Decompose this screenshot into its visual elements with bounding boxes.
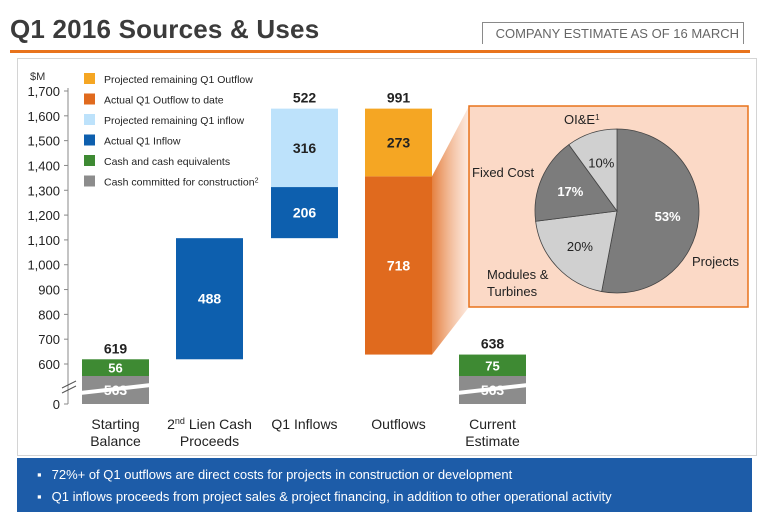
bar-break-band [80, 383, 151, 395]
legend-label: Projected remaining Q1 Outflow [104, 74, 253, 86]
pie-value-label: 20% [567, 239, 593, 254]
pie-value-label: 10% [588, 156, 614, 171]
axis-break-mark [61, 385, 77, 394]
footer-bullet: 72%+ of Q1 outflows are direct costs for… [37, 464, 752, 486]
title-underline [10, 50, 750, 53]
pie-label-fixed-cost: Fixed Cost [472, 165, 535, 180]
legend-swatch-actual_inflow [84, 134, 95, 146]
pie-slice-modules-turbines [535, 210, 618, 293]
pie-label-oie: OI&E1 [564, 112, 600, 127]
y-axis-unit: $M [30, 71, 45, 83]
bar-actual_outflow [365, 176, 432, 355]
estimate-note: COMPANY ESTIMATE AS OF 16 MARCH [482, 22, 744, 44]
legend-label: Projected remaining Q1 inflow [104, 115, 244, 127]
y-tick-label: 1,000 [27, 258, 60, 273]
legend-swatch-projected_inflow [84, 114, 95, 125]
legend-label: Actual Q1 Outflow to date [104, 95, 224, 107]
bar-value-label: 488 [198, 291, 222, 307]
bar-cash [459, 354, 526, 376]
legend-label: Actual Q1 Inflow [104, 136, 181, 148]
legend-swatch-cash [84, 155, 95, 166]
bar-actual_inflow [176, 238, 243, 360]
bar-value-label: 718 [387, 257, 411, 273]
legend-label: Cash and cash equivalents [104, 156, 230, 168]
y-tick-label: 1,500 [27, 134, 60, 149]
y-tick-label: 1,700 [27, 84, 60, 99]
legend-swatch-committed [84, 175, 95, 187]
category-label: Q1 Inflows [271, 416, 337, 432]
footer-bullet: Q1 inflows proceeds from project sales &… [37, 486, 752, 508]
category-label: Proceeds [180, 433, 239, 449]
bar-total-label: 522 [293, 90, 317, 106]
category-label: Outflows [371, 416, 425, 432]
bar-total-label: 638 [481, 336, 505, 352]
category-label: Current [469, 416, 516, 432]
y-tick-label: 600 [38, 357, 60, 372]
legend-label: Cash committed for construction2 [104, 177, 259, 189]
y-tick-label: 1,600 [27, 109, 60, 124]
pie-value-label: 17% [557, 184, 583, 199]
bar-value-label: 206 [293, 205, 317, 221]
pie-label-modules: Modules & [487, 267, 549, 282]
legend-swatch-projected_outflow [84, 73, 95, 84]
axis-break-mark [61, 380, 77, 389]
bar-projected_inflow [271, 108, 338, 188]
bar-cash [82, 359, 149, 376]
footer-notes: 72%+ of Q1 outflows are direct costs for… [17, 458, 752, 512]
pie-slice-oi-e [568, 128, 618, 213]
category-label: Balance [90, 433, 141, 449]
bar-actual_inflow [271, 187, 338, 239]
y-tick-label: 1,300 [27, 183, 60, 198]
bar-projected_outflow [365, 108, 432, 177]
outflow-breakdown-connector [432, 106, 469, 355]
bar-break-band [457, 383, 528, 395]
category-label: Starting [91, 416, 139, 432]
bar-value-label: 56 [108, 361, 122, 376]
page-title: Q1 2016 Sources & Uses [10, 14, 320, 44]
legend-swatch-actual_outflow [84, 93, 95, 105]
y-tick-label: 800 [38, 307, 60, 322]
bar-total-label: 619 [104, 340, 128, 356]
chart-frame [17, 58, 757, 456]
pie-slice-fixed-cost [534, 144, 618, 222]
y-tick-label: 900 [38, 283, 60, 298]
category-label: Estimate [465, 433, 520, 449]
bar-value-label: 75 [485, 358, 499, 373]
bar-value-label: 316 [293, 140, 317, 156]
bar-value-label: 273 [387, 134, 411, 150]
pie-label-projects: Projects [692, 254, 739, 269]
bar-total-label: 991 [387, 90, 411, 106]
y-tick-label: 0 [53, 397, 60, 412]
category-label: 2nd Lien Cash [167, 416, 252, 432]
y-tick-label: 1,200 [27, 208, 60, 223]
y-tick-label: 700 [38, 332, 60, 347]
y-tick-label: 1,100 [27, 233, 60, 248]
pie-value-label: 53% [655, 209, 681, 224]
pie-slice-projects [601, 128, 700, 294]
pie-label-modules: Turbines [487, 284, 538, 299]
y-tick-label: 1,400 [27, 158, 60, 173]
sources-uses-chart: $M1,700 1,600 1,500 1,400 1,300 1,200 1,100 1,0… [27, 71, 749, 449]
